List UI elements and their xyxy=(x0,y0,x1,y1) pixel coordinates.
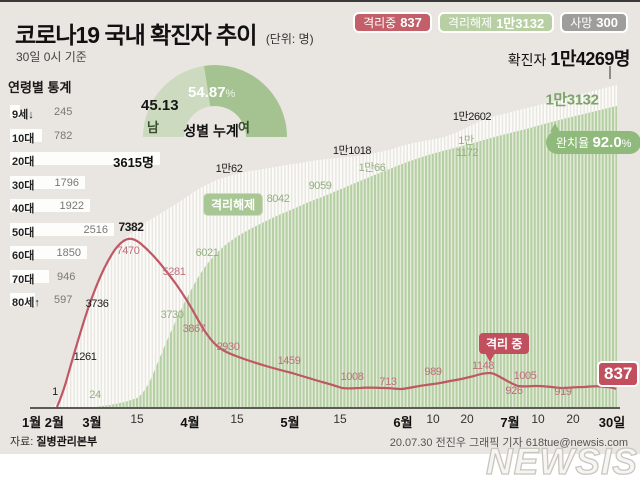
age-row-value: 1922 xyxy=(59,200,84,212)
newsis-watermark: NEWSIS xyxy=(485,440,638,481)
x-axis-tick-label: 7월 xyxy=(500,415,520,430)
confirmed-total: 확진자 1만4269명 xyxy=(507,45,631,71)
age-row-50대: 50대 2516 xyxy=(0,222,230,239)
age-row-label: 9세↓ xyxy=(12,109,34,121)
age-row-value: 1850 xyxy=(56,247,81,259)
age-bar xyxy=(10,175,85,189)
female-percentage: 54.87% xyxy=(188,84,236,101)
age-bar xyxy=(10,128,42,142)
x-axis-tick-label: 1월 2월 xyxy=(22,415,64,430)
page-title: 코로나19 국내 확진자 추이 xyxy=(15,22,257,48)
x-axis-tick-label: 5월 xyxy=(280,415,300,430)
age-bar xyxy=(10,199,90,212)
pointer-up-icon xyxy=(550,123,560,132)
confirmed-total-prefix: 확진자 xyxy=(507,52,547,68)
badge-in-isolation: 격리중 837 xyxy=(353,12,432,33)
age-row-value: 946 xyxy=(57,270,76,283)
badge-label: 사망 xyxy=(570,16,593,30)
age-row-label: 70대 xyxy=(12,273,35,286)
age-bar xyxy=(10,293,35,306)
age-row-80세↑: 80세↑ 597 xyxy=(0,293,230,309)
donut-male-segment xyxy=(143,65,211,137)
x-axis-tick-label: 3월 xyxy=(82,415,102,430)
x-axis-tick-label: 30일 xyxy=(598,415,626,430)
x-axis-tick-label: 6월 xyxy=(393,415,413,430)
age-bar xyxy=(10,222,114,236)
x-axis-tick-label: 15 xyxy=(230,412,244,426)
x-axis-tick-label: 20 xyxy=(460,412,474,426)
age-row-value: 3615명 xyxy=(113,155,154,170)
age-row-label: 20대 xyxy=(12,156,35,168)
age-stats-heading: 연령별 통계 xyxy=(8,80,72,95)
source-line: 자료: 질병관리본부 xyxy=(10,436,98,448)
released-series-badge: 격리해제 xyxy=(203,193,264,216)
x-axis-tick-label: 10 xyxy=(531,412,545,426)
age-row-label: 30대 xyxy=(12,179,35,192)
badge-label: 격리중 xyxy=(363,16,397,30)
age-row-label: 40대 xyxy=(12,203,35,215)
badge-value: 837 xyxy=(400,15,422,30)
age-row-value: 2516 xyxy=(83,223,108,236)
age-row-20대: 20대 3615명 xyxy=(0,152,230,170)
female-label: 여 xyxy=(238,120,250,135)
age-row-9세↓: 9세↓ 245 xyxy=(0,105,230,121)
badge-released: 격리해제 1만3132 xyxy=(437,12,555,33)
donut-female-segment xyxy=(204,65,287,137)
x-axis-tick-label: 15 xyxy=(130,412,144,426)
x-axis-tick-label: 10 xyxy=(426,412,440,426)
confirmed-total-value: 1만4269명 xyxy=(550,49,630,69)
age-bar xyxy=(10,105,20,118)
age-row-value: 782 xyxy=(54,129,73,142)
age-row-label: 80세↑ xyxy=(12,297,40,309)
age-bar xyxy=(10,269,49,283)
age-row-70대: 70대 946 xyxy=(0,269,230,286)
badge-deaths: 사망 300 xyxy=(560,12,628,33)
age-row-label: 10대 xyxy=(12,132,35,145)
released-area xyxy=(95,106,617,407)
age-bar xyxy=(10,152,160,165)
page-title-row: 코로나19 국내 확진자 추이 (단위: 명) xyxy=(15,16,314,50)
male-label: 남 xyxy=(147,120,159,135)
age-row-value: 245 xyxy=(54,106,73,118)
age-row-label: 60대 xyxy=(12,250,35,262)
age-row-value: 597 xyxy=(54,294,73,306)
gender-donut xyxy=(143,65,287,137)
male-percentage: 45.13 xyxy=(141,97,179,114)
confirmed-total-pointer xyxy=(609,66,611,79)
x-axis-tick-label: 20 xyxy=(566,412,580,426)
active-line xyxy=(55,237,617,408)
age-row-40대: 40대 1922 xyxy=(0,199,230,215)
x-axis-tick-label: 15 xyxy=(333,412,347,426)
unit-label: (단위: 명) xyxy=(265,32,314,46)
active-series-badge: 격리 중 xyxy=(479,333,530,362)
x-axis-tick-label: 4월 xyxy=(180,415,200,430)
trend-chart xyxy=(30,85,620,409)
cure-rate-badge: 완치율 92.0% xyxy=(546,123,640,154)
age-row-value: 1796 xyxy=(54,176,79,189)
active-end-value-badge: 837 xyxy=(597,361,640,387)
badge-value: 1만3132 xyxy=(496,16,545,31)
badge-label: 격리해제 xyxy=(447,16,493,30)
age-bar xyxy=(10,246,87,259)
age-row-label: 50대 xyxy=(12,226,35,239)
credit-line: 20.07.30 전진우 그래픽 기자 618tue@newsis.com xyxy=(389,437,628,449)
age-row-10대: 10대 782 xyxy=(0,128,230,145)
status-badges: 격리중 837 격리해제 1만3132 사망 300 xyxy=(353,12,628,33)
age-row-60대: 60대 1850 xyxy=(0,246,230,262)
pointer-down-icon xyxy=(485,353,495,362)
age-row-30대: 30대 1796 xyxy=(0,175,230,192)
as-of-date: 30일 0시 기준 xyxy=(16,50,87,64)
gender-donut-title: 성별 누계 xyxy=(183,123,239,139)
badge-value: 300 xyxy=(596,15,618,30)
